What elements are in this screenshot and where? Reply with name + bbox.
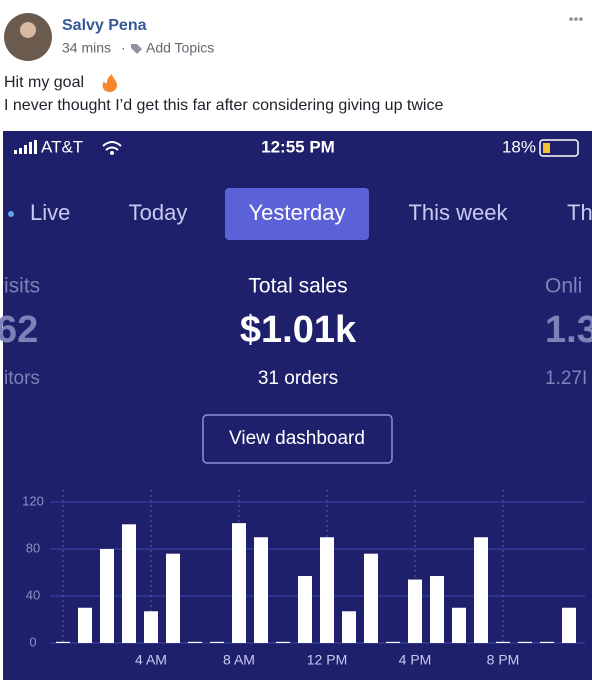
bar xyxy=(78,607,92,643)
bar xyxy=(386,641,400,643)
clock: 12:55 PM xyxy=(261,137,335,156)
bar xyxy=(518,641,532,643)
more-menu[interactable]: ••• xyxy=(569,11,584,27)
tab[interactable]: Yesterday xyxy=(248,200,345,225)
x-tick-label: 8 AM xyxy=(223,652,255,668)
stat-value: $1.01k xyxy=(240,309,357,351)
bar xyxy=(100,549,114,643)
dashboard-button[interactable] xyxy=(202,414,393,464)
tab[interactable]: Today xyxy=(129,200,188,225)
y-tick-label: 80 xyxy=(26,540,40,555)
signal-icon xyxy=(14,140,37,154)
bar xyxy=(188,641,202,643)
x-tick-label: 8 PM xyxy=(487,652,520,668)
bar xyxy=(298,576,312,643)
tab[interactable]: Th xyxy=(567,200,592,225)
fire-emoji xyxy=(102,74,117,92)
bar xyxy=(144,611,158,643)
battery-icon xyxy=(539,139,579,157)
tag-icon xyxy=(131,44,142,54)
x-tick-label: 4 AM xyxy=(135,652,167,668)
bar xyxy=(474,537,488,643)
separator: · xyxy=(121,40,126,56)
bar xyxy=(408,579,422,643)
bar xyxy=(56,641,70,643)
post-time[interactable]: 34 mins xyxy=(62,40,111,56)
stat-label: Onli xyxy=(545,275,582,298)
y-tick-label: 0 xyxy=(29,634,36,649)
bar xyxy=(166,553,180,643)
bar xyxy=(122,524,136,643)
battery-percent: 18% xyxy=(502,137,536,156)
bar xyxy=(254,537,268,643)
stat-sub: 31 orders xyxy=(258,368,338,389)
tab[interactable]: This week xyxy=(408,200,508,225)
avatar-face xyxy=(20,22,36,38)
bar xyxy=(496,641,510,643)
live-dot xyxy=(8,211,14,217)
x-tick-label: 12 PM xyxy=(307,652,347,668)
x-tick-label: 4 PM xyxy=(399,652,432,668)
stat-value: 62 xyxy=(0,309,38,351)
stat-value: 1.3 xyxy=(545,309,592,351)
tab[interactable]: Live xyxy=(30,200,70,225)
bar xyxy=(562,607,576,643)
tab-selected[interactable] xyxy=(225,188,369,240)
bar xyxy=(320,537,334,643)
carrier: AT&T xyxy=(41,137,83,156)
button-label[interactable]: View dashboard xyxy=(229,428,365,449)
stat-label: isits xyxy=(4,275,40,298)
bar xyxy=(210,641,224,643)
wifi-icon xyxy=(102,141,122,151)
author-name[interactable]: Salvy Pena xyxy=(62,17,147,34)
wifi-dot xyxy=(110,151,114,155)
add-topics[interactable]: Add Topics xyxy=(146,40,214,56)
bar xyxy=(232,523,246,643)
bar xyxy=(276,641,290,643)
battery-level xyxy=(543,143,550,153)
bar xyxy=(342,611,356,643)
stat-label: Total sales xyxy=(248,275,347,298)
bar xyxy=(430,576,444,643)
bar xyxy=(540,641,554,643)
y-tick-label: 40 xyxy=(26,587,40,602)
post-line: Hit my goal xyxy=(4,74,84,91)
bar xyxy=(452,607,466,643)
stat-sub: itors xyxy=(4,368,40,389)
bar xyxy=(364,553,378,643)
post-line: I never thought I’d get this far after c… xyxy=(4,97,443,114)
stat-sub: 1.27I xyxy=(545,368,587,389)
y-tick-label: 120 xyxy=(22,493,44,508)
